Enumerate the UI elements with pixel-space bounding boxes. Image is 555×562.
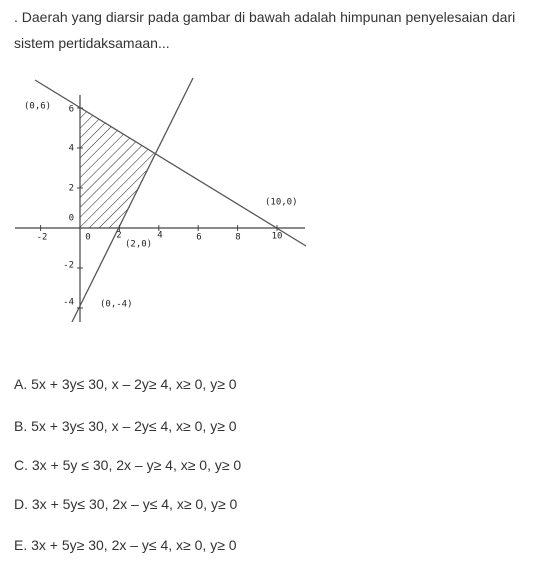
graph: -2 0 2 4 6 8 10 6 4 2 0 -2 -4 (0,6) (2,0… xyxy=(15,77,307,323)
y-tick-label: -2 xyxy=(63,261,74,271)
ticks xyxy=(40,107,278,309)
point-label: (2,0) xyxy=(125,240,152,250)
shaded-region xyxy=(80,108,156,228)
option[interactable]: C. 3x + 5y ≤ 30, 2x – y≥ 4, x≥ 0, y≥ 0 xyxy=(14,457,242,473)
point-label: (10,0) xyxy=(265,198,298,208)
y-tick-label: 2 xyxy=(69,184,74,194)
option[interactable]: B. 5x + 3y≤ 30, x – 2y≤ 4, x≥ 0, y≥ 0 xyxy=(14,418,237,434)
x-tick-label: 10 xyxy=(272,232,283,242)
x-tick-label: 4 xyxy=(157,231,162,241)
x-tick-label: 8 xyxy=(235,233,240,243)
option[interactable]: E. 3x + 5y≥ 30, 2x – y≤ 4, x≥ 0, y≥ 0 xyxy=(14,537,237,553)
line-1 xyxy=(34,79,307,247)
x-tick-label: -2 xyxy=(37,233,48,243)
option[interactable]: A. 5x + 3y≤ 30, x – 2y≥ 4, x≥ 0, y≥ 0 xyxy=(14,376,237,392)
x-tick-label: 6 xyxy=(196,233,201,243)
point-label: (0,6) xyxy=(24,102,51,112)
question: . Daerah yang diarsir pada gambar di baw… xyxy=(14,9,516,51)
x-tick-label: 0 xyxy=(85,233,90,243)
point-label: (0,-4) xyxy=(100,300,133,310)
y-tick-label: 6 xyxy=(69,105,74,115)
line-2 xyxy=(71,77,194,323)
y-tick-label: 0 xyxy=(69,214,74,224)
y-tick-label: 4 xyxy=(69,144,74,154)
x-tick-label: 2 xyxy=(116,231,121,241)
y-tick-label: -4 xyxy=(63,298,74,308)
option[interactable]: D. 3x + 5y≤ 30, 2x – y≤ 4, x≥ 0, y≥ 0 xyxy=(14,496,238,512)
